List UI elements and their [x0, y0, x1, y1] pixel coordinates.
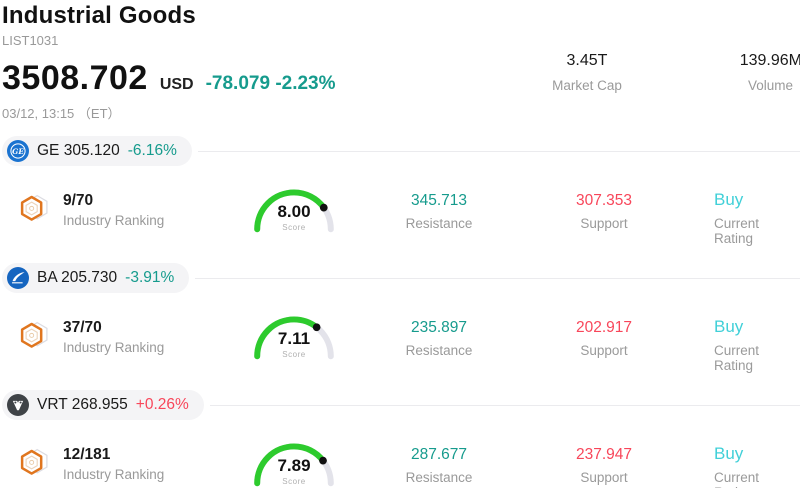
stock-metrics-row: 12/181 Industry Ranking 7.89 Score 287.6… [2, 433, 800, 488]
support-label: Support [580, 343, 628, 358]
ticker-pill[interactable]: VRT 268.955 +0.26% [2, 390, 204, 420]
row-divider [209, 404, 800, 406]
resistance-metric: 345.713 Resistance [354, 192, 524, 231]
volume-stat: 139.96M Volume [662, 52, 800, 93]
index-change: -78.079 -2.23% [205, 73, 336, 94]
ticker-change: -6.16% [127, 142, 177, 159]
volume-value: 139.96M [739, 52, 800, 69]
ranking-label: Industry Ranking [63, 466, 165, 482]
rating-value[interactable]: Buy [714, 190, 744, 209]
rating-label: Current Rating [714, 470, 760, 488]
ticker-change: +0.26% [135, 396, 189, 413]
score-value: 7.89 [277, 456, 311, 475]
support-metric: 202.917 Support [524, 319, 684, 358]
rating-label: Current Rating [714, 216, 760, 246]
gauge-arc [254, 443, 334, 487]
ranking-badge-icon [15, 445, 52, 482]
resistance-value: 287.677 [410, 446, 468, 463]
resistance-value: 235.897 [410, 319, 468, 336]
ticker-symbol-price: GE 305.120 [37, 142, 120, 159]
rating-value[interactable]: Buy [714, 317, 744, 336]
support-value: 202.917 [575, 319, 633, 336]
industry-ranking: 12/181 Industry Ranking [2, 445, 234, 482]
ranking-label: Industry Ranking [63, 339, 165, 355]
ranking-value: 9/70 [63, 191, 94, 209]
row-divider [195, 277, 800, 279]
resistance-value: 345.713 [410, 192, 468, 209]
ranking-value: 37/70 [63, 318, 102, 336]
index-header: Industrial Goods LIST1031 3508.702 USD -… [2, 2, 800, 136]
rating-label: Current Rating [714, 343, 760, 373]
ticker-symbol-price: VRT 268.955 [37, 396, 128, 413]
stock-row: BA 205.730 -3.91% 37/70 Industry Ranking [2, 263, 800, 373]
price-row: 3508.702 USD -78.079 -2.23% [2, 59, 800, 98]
rating-value[interactable]: Buy [714, 444, 744, 463]
ticker-pill-row: BA 205.730 -3.91% [2, 263, 800, 293]
ranking-badge-icon [15, 318, 52, 355]
resistance-label: Resistance [405, 470, 473, 485]
score-label: Score [282, 350, 306, 359]
ticker-pill[interactable]: BA 205.730 -3.91% [2, 263, 190, 293]
ticker-symbol-price: BA 205.730 [37, 269, 118, 286]
score-value: 8.00 [277, 202, 311, 221]
score-gauge: 7.89 Score [248, 433, 340, 488]
ranking-badge-icon [15, 191, 52, 228]
ticker-pill[interactable]: GE GE 305.120 -6.16% [2, 136, 192, 166]
ticker-pill-row: GE GE 305.120 -6.16% [2, 136, 800, 166]
support-metric: 307.353 Support [524, 192, 684, 231]
ticker-change: -3.91% [125, 269, 175, 286]
score-gauge: 8.00 Score [248, 179, 340, 239]
resistance-label: Resistance [405, 343, 473, 358]
gauge-arc [254, 316, 334, 360]
stock-row: GE GE 305.120 -6.16% 9/70 Industry Ranki… [2, 136, 800, 246]
market-cap-label: Market Cap [552, 78, 622, 93]
support-label: Support [580, 470, 628, 485]
resistance-metric: 287.677 Resistance [354, 446, 524, 485]
index-code: LIST1031 [2, 33, 59, 48]
index-price: 3508.702 [2, 59, 148, 97]
svg-text:GE: GE [12, 147, 24, 156]
current-rating: Buy Current Rating [684, 444, 800, 488]
market-cap-value: 3.45T [566, 52, 608, 69]
ranking-label: Industry Ranking [63, 212, 165, 228]
stock-metrics-row: 37/70 Industry Ranking 7.11 Score 235.89… [2, 306, 800, 373]
score-value: 7.11 [277, 329, 311, 348]
support-label: Support [580, 216, 628, 231]
vrt-logo [7, 394, 29, 416]
industry-ranking: 37/70 Industry Ranking [2, 318, 234, 355]
stock-metrics-row: 9/70 Industry Ranking 8.00 Score 345.713… [2, 179, 800, 246]
ranking-value: 12/181 [63, 445, 111, 463]
score-label: Score [282, 223, 306, 232]
stock-row: VRT 268.955 +0.26% 12/181 Industry Ranki… [2, 390, 800, 488]
stock-list: GE GE 305.120 -6.16% 9/70 Industry Ranki… [2, 136, 800, 488]
current-rating: Buy Current Rating [684, 190, 800, 246]
score-gauge: 7.11 Score [248, 306, 340, 366]
resistance-metric: 235.897 Resistance [354, 319, 524, 358]
support-metric: 237.947 Support [524, 446, 684, 485]
gauge-arc [254, 189, 334, 233]
ba-logo [7, 267, 29, 289]
currency-label: USD [159, 76, 194, 93]
page-title: Industrial Goods [2, 2, 196, 29]
score-label: Score [282, 477, 306, 486]
industry-ranking: 9/70 Industry Ranking [2, 191, 234, 228]
volume-label: Volume [747, 78, 793, 93]
quote-timestamp: 03/12, 13:15 （ET） [2, 106, 121, 121]
resistance-label: Resistance [405, 216, 473, 231]
support-value: 237.947 [575, 446, 633, 463]
row-divider [197, 150, 800, 152]
ticker-pill-row: VRT 268.955 +0.26% [2, 390, 800, 420]
ge-logo: GE [7, 140, 29, 162]
market-cap-stat: 3.45T Market Cap [507, 52, 667, 93]
current-rating: Buy Current Rating [684, 317, 800, 373]
support-value: 307.353 [575, 192, 633, 209]
